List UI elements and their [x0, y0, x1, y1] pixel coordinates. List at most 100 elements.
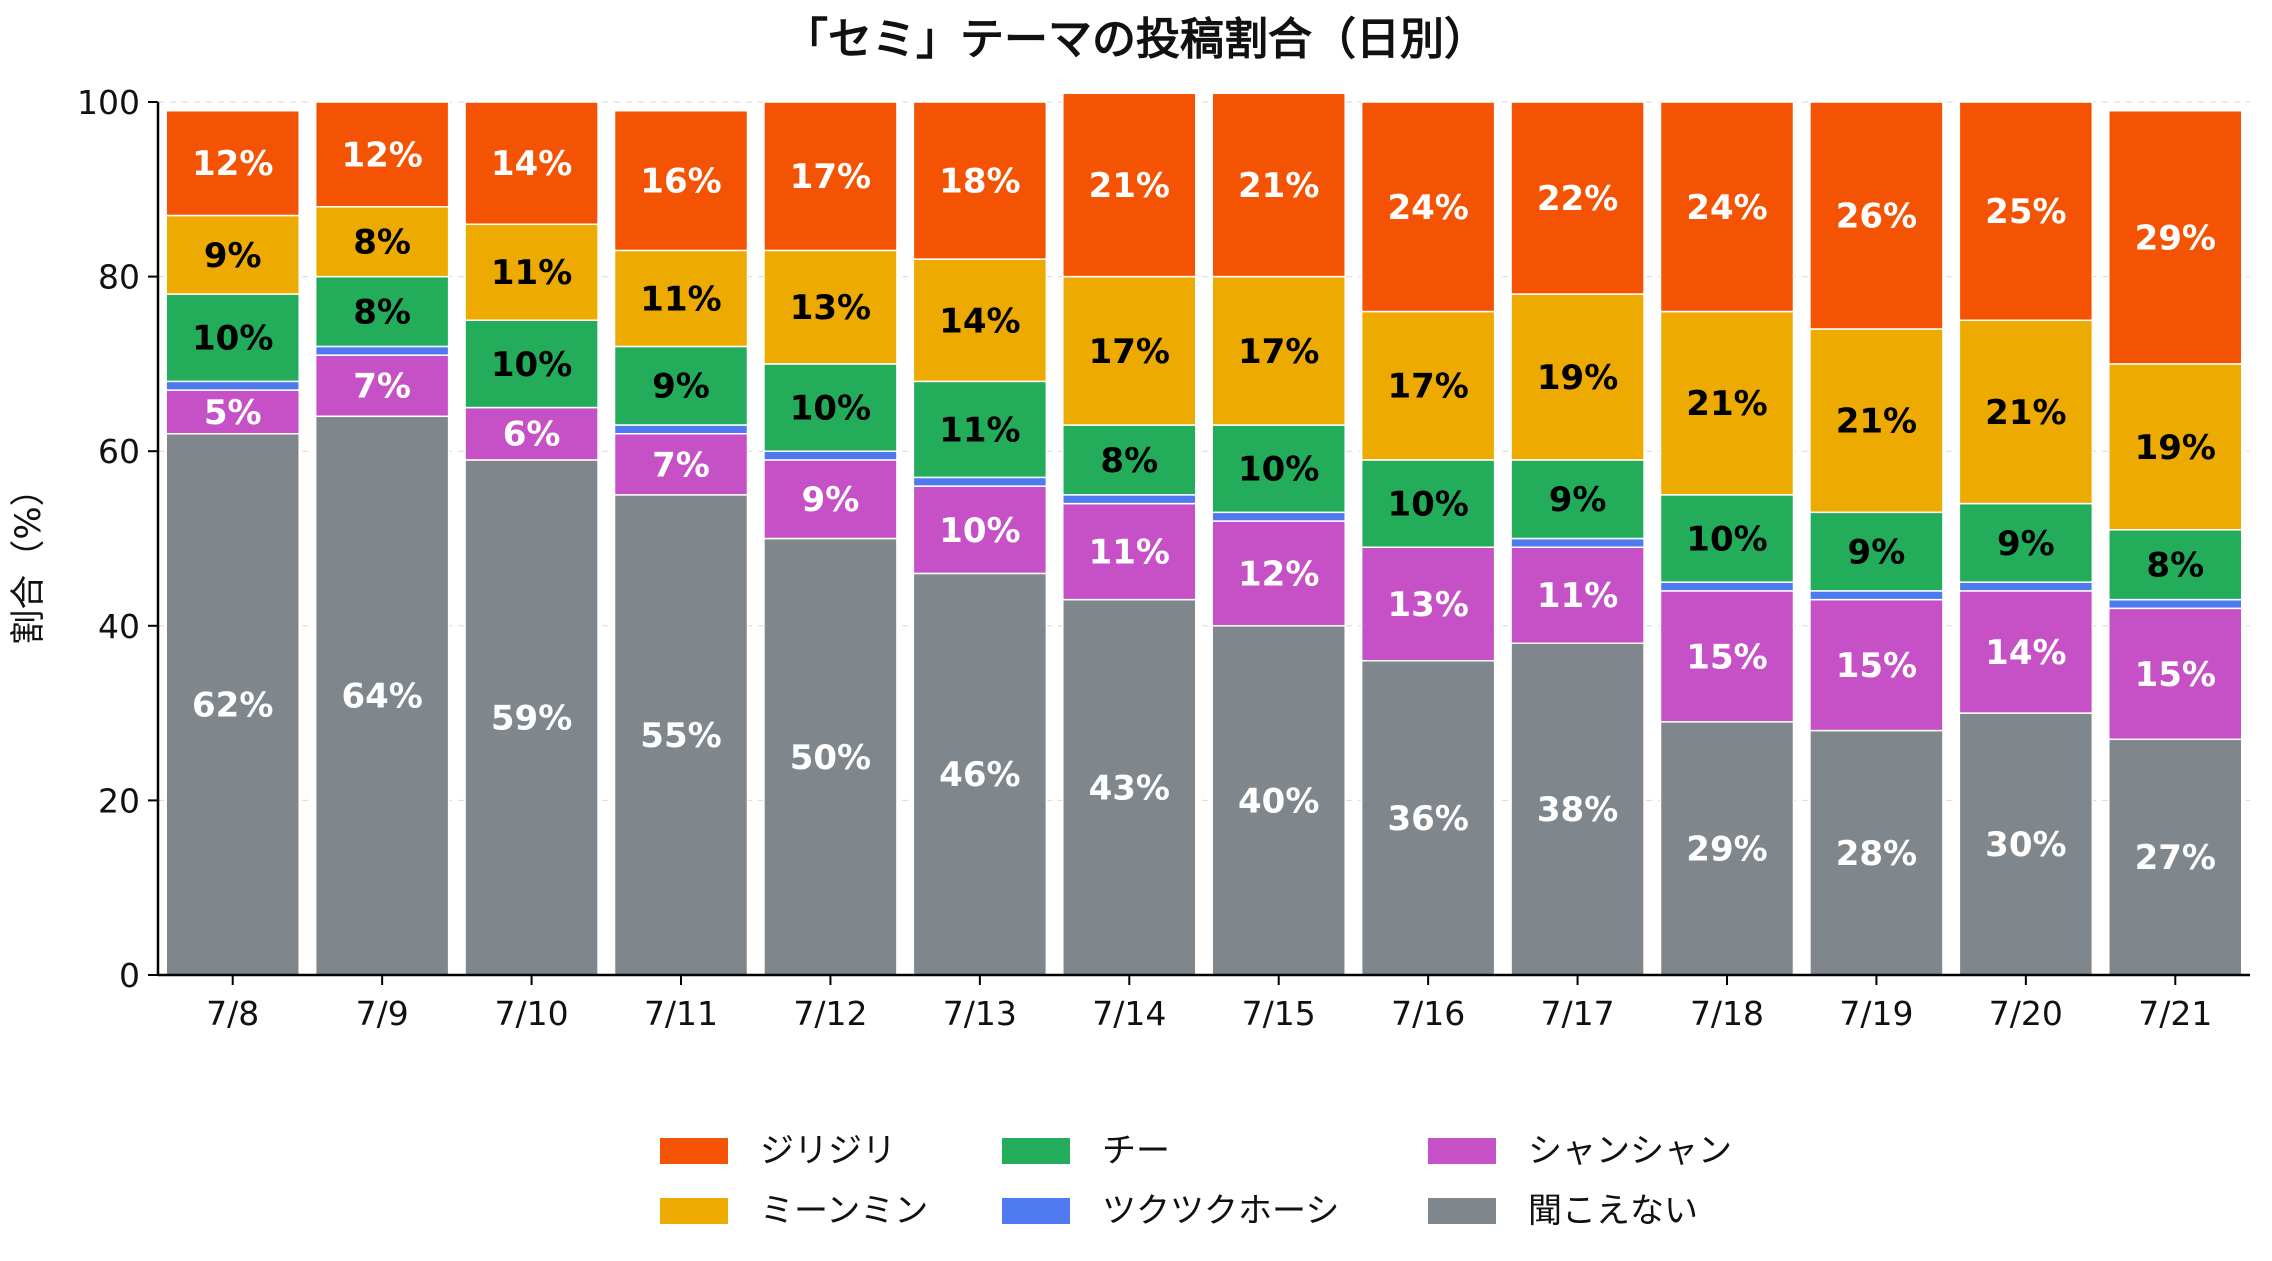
y-tick-label: 40: [98, 607, 140, 646]
segment-label: 46%: [939, 755, 1020, 795]
bar-segment: [1958, 712, 2094, 976]
segment-label: 8%: [1100, 441, 1158, 481]
x-tick-label: 7/12: [793, 994, 867, 1033]
bar-segment: [763, 363, 898, 452]
x-tick-label: 7/11: [644, 994, 718, 1033]
segment-label: 29%: [1686, 829, 1767, 869]
bar-segment: [613, 494, 749, 976]
bar-segment: [2108, 598, 2243, 610]
bar-segment: [1510, 642, 1645, 976]
bar-segment: [165, 380, 300, 391]
legend-swatch: [1002, 1198, 1070, 1224]
segment-label: 36%: [1387, 799, 1468, 839]
bar-segment: [464, 223, 599, 321]
segment-label: 24%: [1387, 188, 1468, 228]
bar-segment: [613, 424, 749, 435]
bar-segment: [1958, 319, 2094, 505]
bar-segment: [1211, 625, 1346, 976]
bar-segment: [1659, 310, 1795, 496]
segment-label: 9%: [1549, 480, 1607, 520]
segment-label: 12%: [192, 144, 273, 184]
segment-label: 7%: [652, 445, 710, 485]
bar-segment: [464, 101, 599, 225]
x-ticks: 7/8 7/9 7/10 7/11 7/12 7/13 7/14 7/15 7/16 7/17 7/…: [206, 975, 2212, 1033]
y-ticks: 0 20 40 60 80 100: [77, 83, 158, 995]
bar-segment: [1958, 590, 2094, 714]
bar-segment: [464, 459, 599, 976]
segment-label: 59%: [491, 698, 572, 738]
segment-label: 62%: [192, 685, 273, 725]
bar-segment: [763, 537, 898, 976]
segment-label: 55%: [640, 716, 721, 756]
legend-label: シャンシャン: [1528, 1131, 1732, 1171]
bar-segment: [1809, 590, 1944, 601]
y-tick-label: 100: [77, 83, 140, 122]
bar-segment: [912, 258, 1048, 383]
segment-label: 9%: [802, 480, 860, 520]
bar-segment: [1659, 581, 1795, 592]
legend-swatch: [1002, 1138, 1070, 1164]
segment-label: 26%: [1836, 196, 1917, 236]
segment-label: 15%: [2135, 655, 2216, 695]
legend-swatch: [660, 1198, 728, 1224]
segment-label: 17%: [790, 157, 871, 197]
segment-label: 18%: [939, 162, 1020, 202]
segment-label: 10%: [939, 511, 1020, 551]
segment-label: 40%: [1238, 781, 1319, 821]
segment-label: 11%: [939, 410, 1020, 450]
segment-label: 14%: [491, 144, 572, 184]
segment-label: 10%: [192, 319, 273, 359]
x-tick-label: 7/15: [1242, 994, 1316, 1033]
segment-label: 6%: [503, 415, 561, 455]
bar-segment: [2108, 363, 2243, 531]
bars: [165, 92, 2243, 976]
bar-segment: [1510, 459, 1645, 540]
legend-label: ジリジリ: [760, 1131, 896, 1171]
segment-label: 21%: [1985, 393, 2066, 433]
segment-label: 9%: [1997, 524, 2055, 564]
bar-segment: [1510, 546, 1645, 645]
bar-segment: [1211, 511, 1346, 522]
bar-segment: [1211, 275, 1346, 426]
bar-segment: [464, 406, 599, 461]
segment-label: 12%: [1238, 554, 1319, 594]
segment-label: 50%: [790, 738, 871, 778]
segment-label: 5%: [204, 393, 262, 433]
segment-label: 10%: [1686, 520, 1767, 560]
y-tick-label: 0: [119, 956, 140, 995]
bar-segment: [912, 101, 1048, 260]
segment-label: 21%: [1686, 384, 1767, 424]
x-tick-label: 7/18: [1690, 994, 1764, 1033]
bar-segment: [613, 432, 749, 496]
bar-segment: [912, 485, 1048, 575]
segment-label: 38%: [1537, 790, 1618, 830]
bar-segment: [763, 101, 898, 252]
segment-label: 13%: [1387, 585, 1468, 625]
bar-segment: [165, 109, 300, 217]
segment-label: 21%: [1836, 402, 1917, 442]
segment-label: 13%: [790, 288, 871, 328]
x-tick-label: 7/19: [1839, 994, 1913, 1033]
legend-label: ミーンミン: [760, 1191, 928, 1231]
bar-segment: [1062, 502, 1197, 601]
segment-label: 9%: [204, 236, 262, 276]
legend-label: ツクツクホーシ: [1102, 1191, 1339, 1231]
bar-segment: [763, 459, 898, 540]
segment-label: 28%: [1836, 834, 1917, 874]
bar-segment: [1958, 581, 2094, 592]
x-tick-label: 7/16: [1391, 994, 1465, 1033]
segment-label: 27%: [2135, 838, 2216, 878]
bar-segment: [1062, 275, 1197, 426]
segment-label: 8%: [2146, 546, 2204, 586]
segment-label: 8%: [353, 293, 411, 333]
legend-item: ジリジリ: [660, 1131, 896, 1171]
segment-label: 24%: [1686, 188, 1767, 228]
legend-item: 聞こえない: [1428, 1191, 1698, 1231]
segment-label: 7%: [353, 367, 411, 407]
legend-label: 聞こえない: [1528, 1191, 1698, 1231]
segment-label: 15%: [1686, 637, 1767, 677]
legend-item: ミーンミン: [660, 1191, 928, 1231]
segment-label: 10%: [1238, 450, 1319, 490]
